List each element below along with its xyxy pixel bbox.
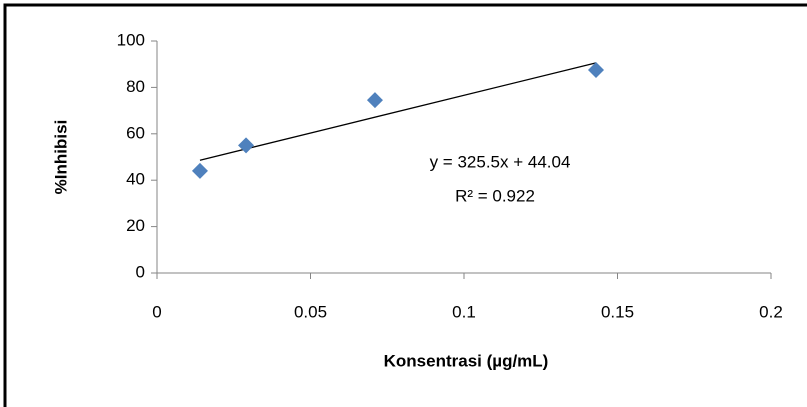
y-tick-label: 60 [126,123,145,142]
x-tick-label: 0.05 [294,302,327,321]
y-tick-label: 80 [126,77,145,96]
y-tick-label: 0 [136,262,145,281]
y-tick-label: 40 [126,170,145,189]
y-tick-label: 20 [126,216,145,235]
data-point [588,62,605,78]
trendline [199,62,597,161]
chart-border [3,3,807,407]
trendline-equation: y = 325.5x + 44.04 [430,152,571,171]
y-axis-title: %Inhibisi [51,120,70,195]
x-axis-title: Konsentrasi (µg/mL) [384,351,549,370]
trendline-r-squared: R² = 0.922 [455,186,535,205]
data-point [366,92,383,109]
x-tick-label: 0 [152,302,161,321]
data-point [238,137,255,154]
data-point [191,162,208,179]
x-tick-label: 0.1 [452,302,476,321]
y-tick-label: 100 [117,30,145,49]
x-tick-label: 0.2 [759,302,783,321]
x-tick-label: 0.15 [601,302,634,321]
